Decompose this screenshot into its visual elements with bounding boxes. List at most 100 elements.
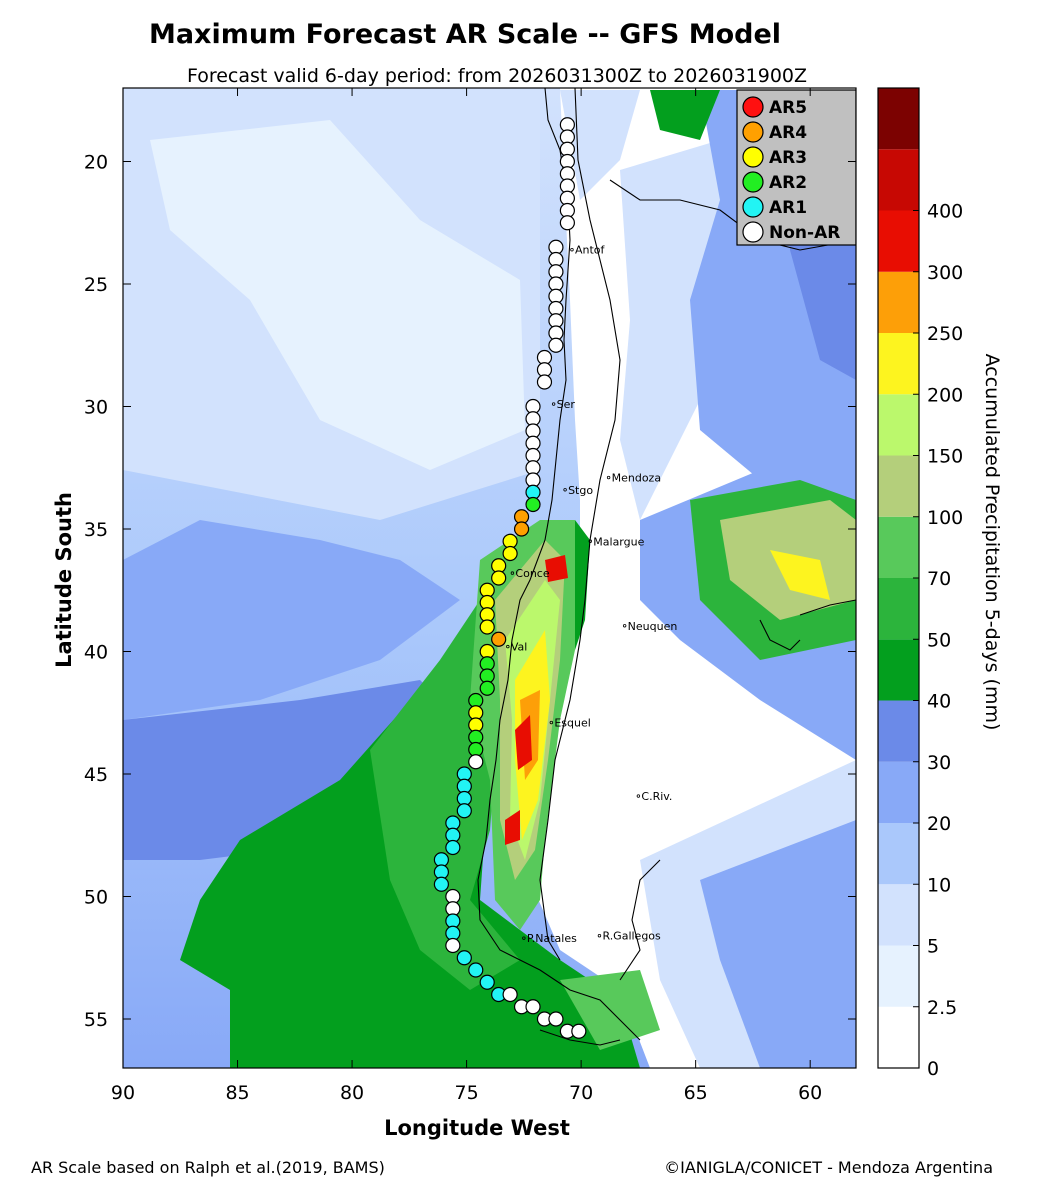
x-tick-label: 65 — [684, 1082, 708, 1104]
map-title: Maximum Forecast AR Scale -- GFS Model — [149, 19, 781, 50]
colorbar-segment — [878, 1006, 919, 1068]
city-dot — [597, 934, 602, 938]
x-tick-label: 90 — [111, 1082, 135, 1104]
city-dot — [551, 402, 556, 406]
colorbar-segment — [878, 639, 919, 701]
x-axis-label: Longitude West — [384, 1116, 570, 1140]
map-frame — [122, 87, 857, 1069]
y-tick-label: 35 — [84, 519, 108, 541]
colorbar-segment — [878, 210, 919, 272]
ar-marker — [513, 521, 530, 537]
colorbar: 0 2.5 5 10 20 30 40 50 70 100 150 200 250 300 400 Accu… — [877, 87, 1003, 1080]
map-panel: Antof Ser Mendoza Stgo Malargue Conce Val Neuqu… — [123, 88, 856, 1068]
city-dot — [510, 571, 515, 575]
city-label: Mendoza — [612, 472, 661, 485]
y-tick-label: 55 — [84, 1009, 108, 1031]
city-label: Ser — [557, 398, 576, 411]
colorbar-tick-label: 0 — [927, 1058, 939, 1080]
city-dot — [563, 488, 567, 492]
footer-right: ©IANIGLA/CONICET - Mendoza Argentina — [664, 1158, 993, 1177]
colorbar-segment — [878, 455, 919, 517]
y-tick-label: 20 — [84, 152, 108, 174]
city-dot — [588, 539, 592, 543]
colorbar-tick-label: 300 — [927, 262, 963, 284]
colorbar-segment — [878, 149, 919, 211]
legend-marker — [742, 221, 764, 243]
city-dot — [570, 247, 574, 252]
y-axis-label: Latitude South — [52, 492, 76, 668]
colorbar-tick-label: 400 — [927, 201, 963, 223]
y-tick-label: 40 — [84, 642, 108, 664]
legend-label: AR2 — [769, 173, 807, 193]
coastline — [477, 88, 856, 1046]
ar-marker — [479, 680, 495, 696]
colorbar-tick-label: 5 — [927, 936, 939, 958]
legend-marker — [742, 196, 764, 218]
y-tick-label: 30 — [84, 397, 108, 419]
ar-marker — [479, 974, 495, 990]
ar-marker — [491, 631, 507, 647]
city-labels: Antof Ser Mendoza Stgo Malargue Conce Val Neuqu… — [506, 244, 678, 945]
city-label: Val — [511, 641, 527, 654]
ar-marker — [536, 374, 553, 390]
legend-label: AR5 — [769, 98, 807, 118]
colorbar-tick-label: 70 — [927, 568, 951, 590]
colorbar-tick-label: 2.5 — [927, 997, 957, 1019]
ar-marker — [445, 937, 461, 954]
ar-marker — [559, 215, 575, 231]
ar-marker — [548, 1011, 564, 1027]
city-dot — [636, 794, 641, 798]
colorbar-segment — [878, 945, 919, 1007]
colorbar-tick-label: 250 — [927, 323, 963, 345]
x-tick-label: 80 — [340, 1082, 364, 1104]
city-dot — [522, 936, 526, 940]
legend-label: AR1 — [769, 198, 807, 218]
ar-marker — [456, 803, 472, 819]
colorbar-tick-label: 200 — [927, 384, 963, 406]
city-dot — [622, 624, 627, 628]
legend: AR5 AR4 AR3 AR2 AR1 Non-AR — [736, 89, 856, 246]
colorbar-tick-label: 100 — [927, 507, 963, 529]
legend-marker — [742, 121, 764, 143]
colorbar-segment — [878, 516, 919, 578]
legend-marker — [742, 171, 764, 193]
colorbar-segment — [878, 700, 919, 762]
map-subtitle: Forecast valid 6-day period: from 202603… — [187, 65, 807, 87]
legend-label: Non-AR — [769, 223, 840, 243]
colorbar-tick-label: 30 — [927, 752, 951, 774]
colorbar-segment — [878, 88, 919, 150]
x-axis-ticks: 90 85 80 75 70 65 60 — [111, 88, 822, 1104]
legend-label: AR3 — [769, 148, 807, 168]
colorbar-tick-label: 50 — [927, 629, 951, 651]
city-label: Neuquen — [628, 620, 678, 633]
x-tick-label: 85 — [225, 1082, 249, 1104]
ar-marker — [479, 619, 495, 635]
colorbar-segment — [878, 394, 919, 456]
colorbar-segment — [878, 884, 919, 946]
y-tick-label: 50 — [84, 887, 108, 909]
city-dot — [606, 475, 611, 480]
city-label: C.Riv. — [641, 790, 672, 803]
city-label: P.Natales — [527, 932, 577, 945]
ar-marker — [456, 950, 472, 966]
colorbar-segment — [878, 333, 919, 395]
legend-marker — [742, 146, 764, 168]
colorbar-tick-label: 10 — [927, 874, 951, 896]
y-axis-ticks: 20 25 30 35 40 45 50 55 — [84, 152, 856, 1031]
city-label: Conce — [515, 567, 549, 580]
legend-label: AR4 — [769, 123, 807, 143]
city-dot — [549, 720, 554, 725]
legend-marker — [742, 96, 764, 118]
x-tick-label: 70 — [569, 1082, 593, 1104]
ar-marker — [571, 1023, 587, 1039]
ar-marker — [433, 876, 449, 892]
city-label: R.Gallegos — [602, 930, 661, 943]
colorbar-tick-label: 150 — [927, 446, 963, 468]
ar-marker — [548, 337, 564, 353]
city-label: Stgo — [568, 484, 593, 497]
ar-marker — [445, 839, 461, 856]
city-label: Antof — [575, 244, 606, 257]
x-tick-label: 75 — [455, 1082, 479, 1104]
city-label: Esquel — [554, 717, 590, 730]
